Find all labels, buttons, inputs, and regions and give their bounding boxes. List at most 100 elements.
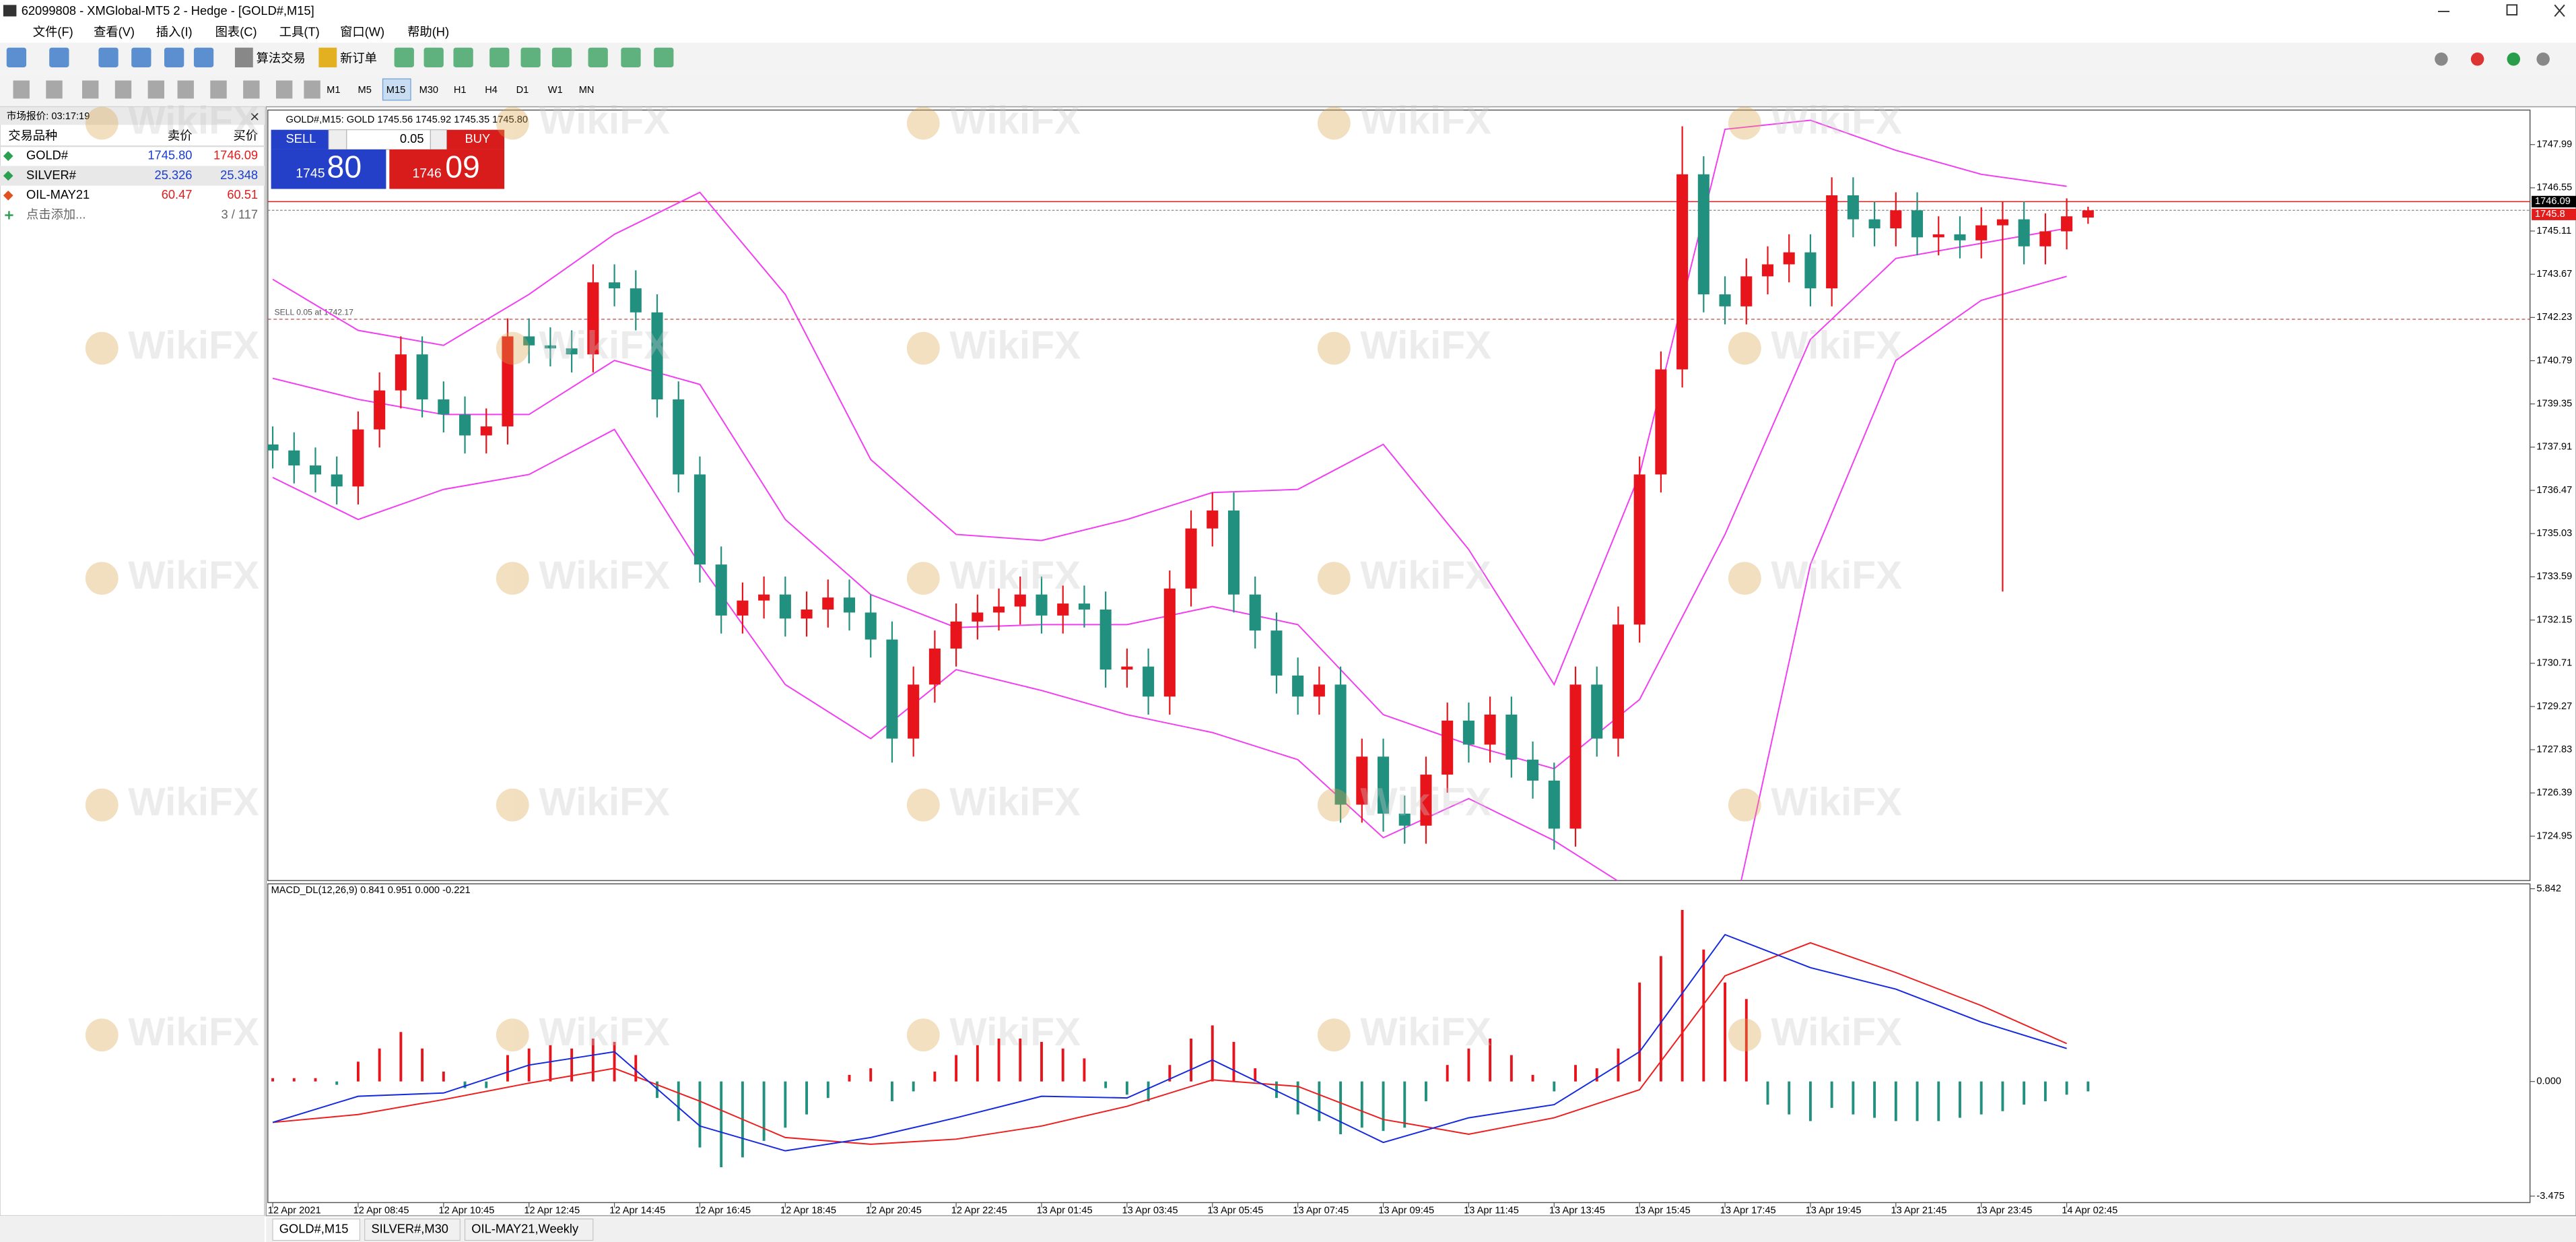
new-order[interactable]: 新订单	[340, 51, 377, 65]
timeframe[interactable]: H1	[454, 85, 467, 96]
draw-icon[interactable]	[13, 80, 30, 99]
draw-icon[interactable]	[114, 80, 132, 99]
tool-icon[interactable]	[131, 47, 151, 68]
x-tick-label: 12 Apr 2021	[268, 1206, 321, 1216]
candle-body	[758, 594, 770, 601]
buy-price-box[interactable]	[389, 149, 505, 189]
tool-icon[interactable]	[588, 47, 608, 68]
menu-item[interactable]: 插入(I)	[156, 25, 193, 39]
title-bar	[0, 0, 2576, 22]
window-controls[interactable]	[2438, 4, 2565, 18]
watermark: WikiFX	[1771, 98, 1902, 142]
tool-icon[interactable]	[551, 47, 572, 68]
tool-icon[interactable]	[453, 47, 473, 68]
candle-body	[1249, 594, 1261, 631]
watermark: WikiFX	[128, 324, 259, 368]
symbol[interactable]: SILVER#	[26, 168, 77, 182]
timeframe[interactable]: W1	[548, 85, 563, 96]
draw-icon[interactable]	[147, 80, 165, 99]
spinner[interactable]	[430, 129, 448, 150]
tool-icon[interactable]	[520, 47, 541, 68]
draw-icon[interactable]	[46, 80, 63, 99]
y-tick-label: 1747.99	[2536, 139, 2572, 150]
y-tick-label: 1726.39	[2536, 787, 2572, 798]
timeframe[interactable]: M1	[327, 85, 340, 96]
candle-body	[2039, 231, 2052, 247]
x-tick-label: 14 Apr 02:45	[2062, 1206, 2117, 1216]
watermark-logo	[906, 106, 940, 140]
tool-icon[interactable]	[489, 47, 510, 68]
symbol[interactable]: OIL-MAY21	[26, 187, 90, 201]
sell-price-box[interactable]	[271, 149, 386, 189]
x-tick-label: 13 Apr 07:45	[1293, 1206, 1349, 1216]
candle-body	[1996, 219, 2008, 226]
timeframe[interactable]: D1	[516, 85, 529, 96]
draw-icon[interactable]	[243, 80, 260, 99]
candle-body	[1548, 780, 1560, 829]
timeframe[interactable]: MN	[579, 85, 595, 96]
tool-icon[interactable]	[621, 47, 641, 68]
sell-button[interactable]	[271, 129, 329, 150]
toolbar-2	[0, 73, 2576, 107]
ask-box	[2532, 195, 2576, 207]
buy-button[interactable]	[446, 129, 505, 150]
candle-body	[1804, 252, 1817, 289]
chart-tab[interactable]	[465, 1218, 594, 1241]
tool-icon[interactable]	[423, 47, 444, 68]
watermark: WikiFX	[1360, 98, 1491, 142]
menu-item[interactable]: 查看(V)	[94, 25, 135, 39]
status-icon	[2435, 53, 2448, 66]
menu-item[interactable]: 文件(F)	[33, 25, 73, 39]
tool-icon[interactable]	[654, 47, 674, 68]
tool-icon[interactable]	[164, 47, 184, 68]
menu-item[interactable]: 工具(T)	[279, 25, 320, 39]
candle-body	[1270, 630, 1283, 676]
candle-body	[1676, 174, 1689, 370]
add-symbol[interactable]: 点击添加...	[26, 207, 86, 221]
y-tick-label: 0.000	[2536, 1076, 2561, 1087]
menu-item[interactable]: 图表(C)	[215, 25, 257, 39]
chart-tab[interactable]	[272, 1218, 360, 1241]
menu-item[interactable]: 帮助(H)	[407, 25, 449, 39]
draw-icon[interactable]	[304, 80, 320, 99]
dropdown[interactable]	[328, 129, 347, 150]
watermark: WikiFX	[1360, 324, 1491, 368]
timeframe[interactable]: M5	[358, 85, 372, 96]
algo-icon[interactable]	[234, 47, 253, 68]
draw-icon[interactable]	[275, 80, 293, 99]
tool-icon[interactable]	[394, 47, 414, 68]
candle-body	[1420, 775, 1432, 826]
candle-body	[609, 282, 621, 289]
candle-body	[309, 465, 322, 475]
timeframe[interactable]: M15	[386, 85, 405, 96]
close-button[interactable]	[250, 112, 259, 121]
timeframe[interactable]: M30	[419, 85, 438, 96]
candle-body	[438, 399, 450, 415]
menu-item[interactable]: 窗口(W)	[340, 25, 384, 39]
market-watch-header	[0, 106, 265, 125]
x-tick-label: 13 Apr 23:45	[1976, 1206, 2032, 1216]
chart-tab[interactable]	[364, 1218, 461, 1241]
x-tick-label: 12 Apr 10:45	[438, 1206, 494, 1216]
symbol[interactable]: GOLD#	[26, 148, 69, 162]
sell-label: SELL	[286, 131, 316, 145]
watermark-logo	[496, 1018, 529, 1052]
draw-icon[interactable]	[210, 80, 227, 99]
watermark: WikiFX	[949, 781, 1081, 824]
draw-icon[interactable]	[82, 80, 99, 99]
tool-icon[interactable]	[193, 47, 214, 68]
chart-window	[265, 106, 2576, 1216]
draw-icon[interactable]	[177, 80, 194, 99]
candle-body	[1591, 684, 1603, 739]
tool-icon[interactable]	[6, 47, 27, 68]
tool-icon[interactable]	[49, 47, 69, 68]
x-tick-label: 13 Apr 15:45	[1635, 1206, 1691, 1216]
order-icon[interactable]	[318, 47, 337, 68]
candle-body	[1313, 684, 1325, 697]
algo-trading[interactable]: 算法交易	[257, 51, 306, 65]
tool-icon[interactable]	[98, 47, 118, 68]
candle-body	[1057, 603, 1069, 616]
watermark: WikiFX	[539, 554, 670, 597]
bid: 1745.80	[147, 148, 192, 162]
timeframe[interactable]: H4	[485, 85, 498, 96]
